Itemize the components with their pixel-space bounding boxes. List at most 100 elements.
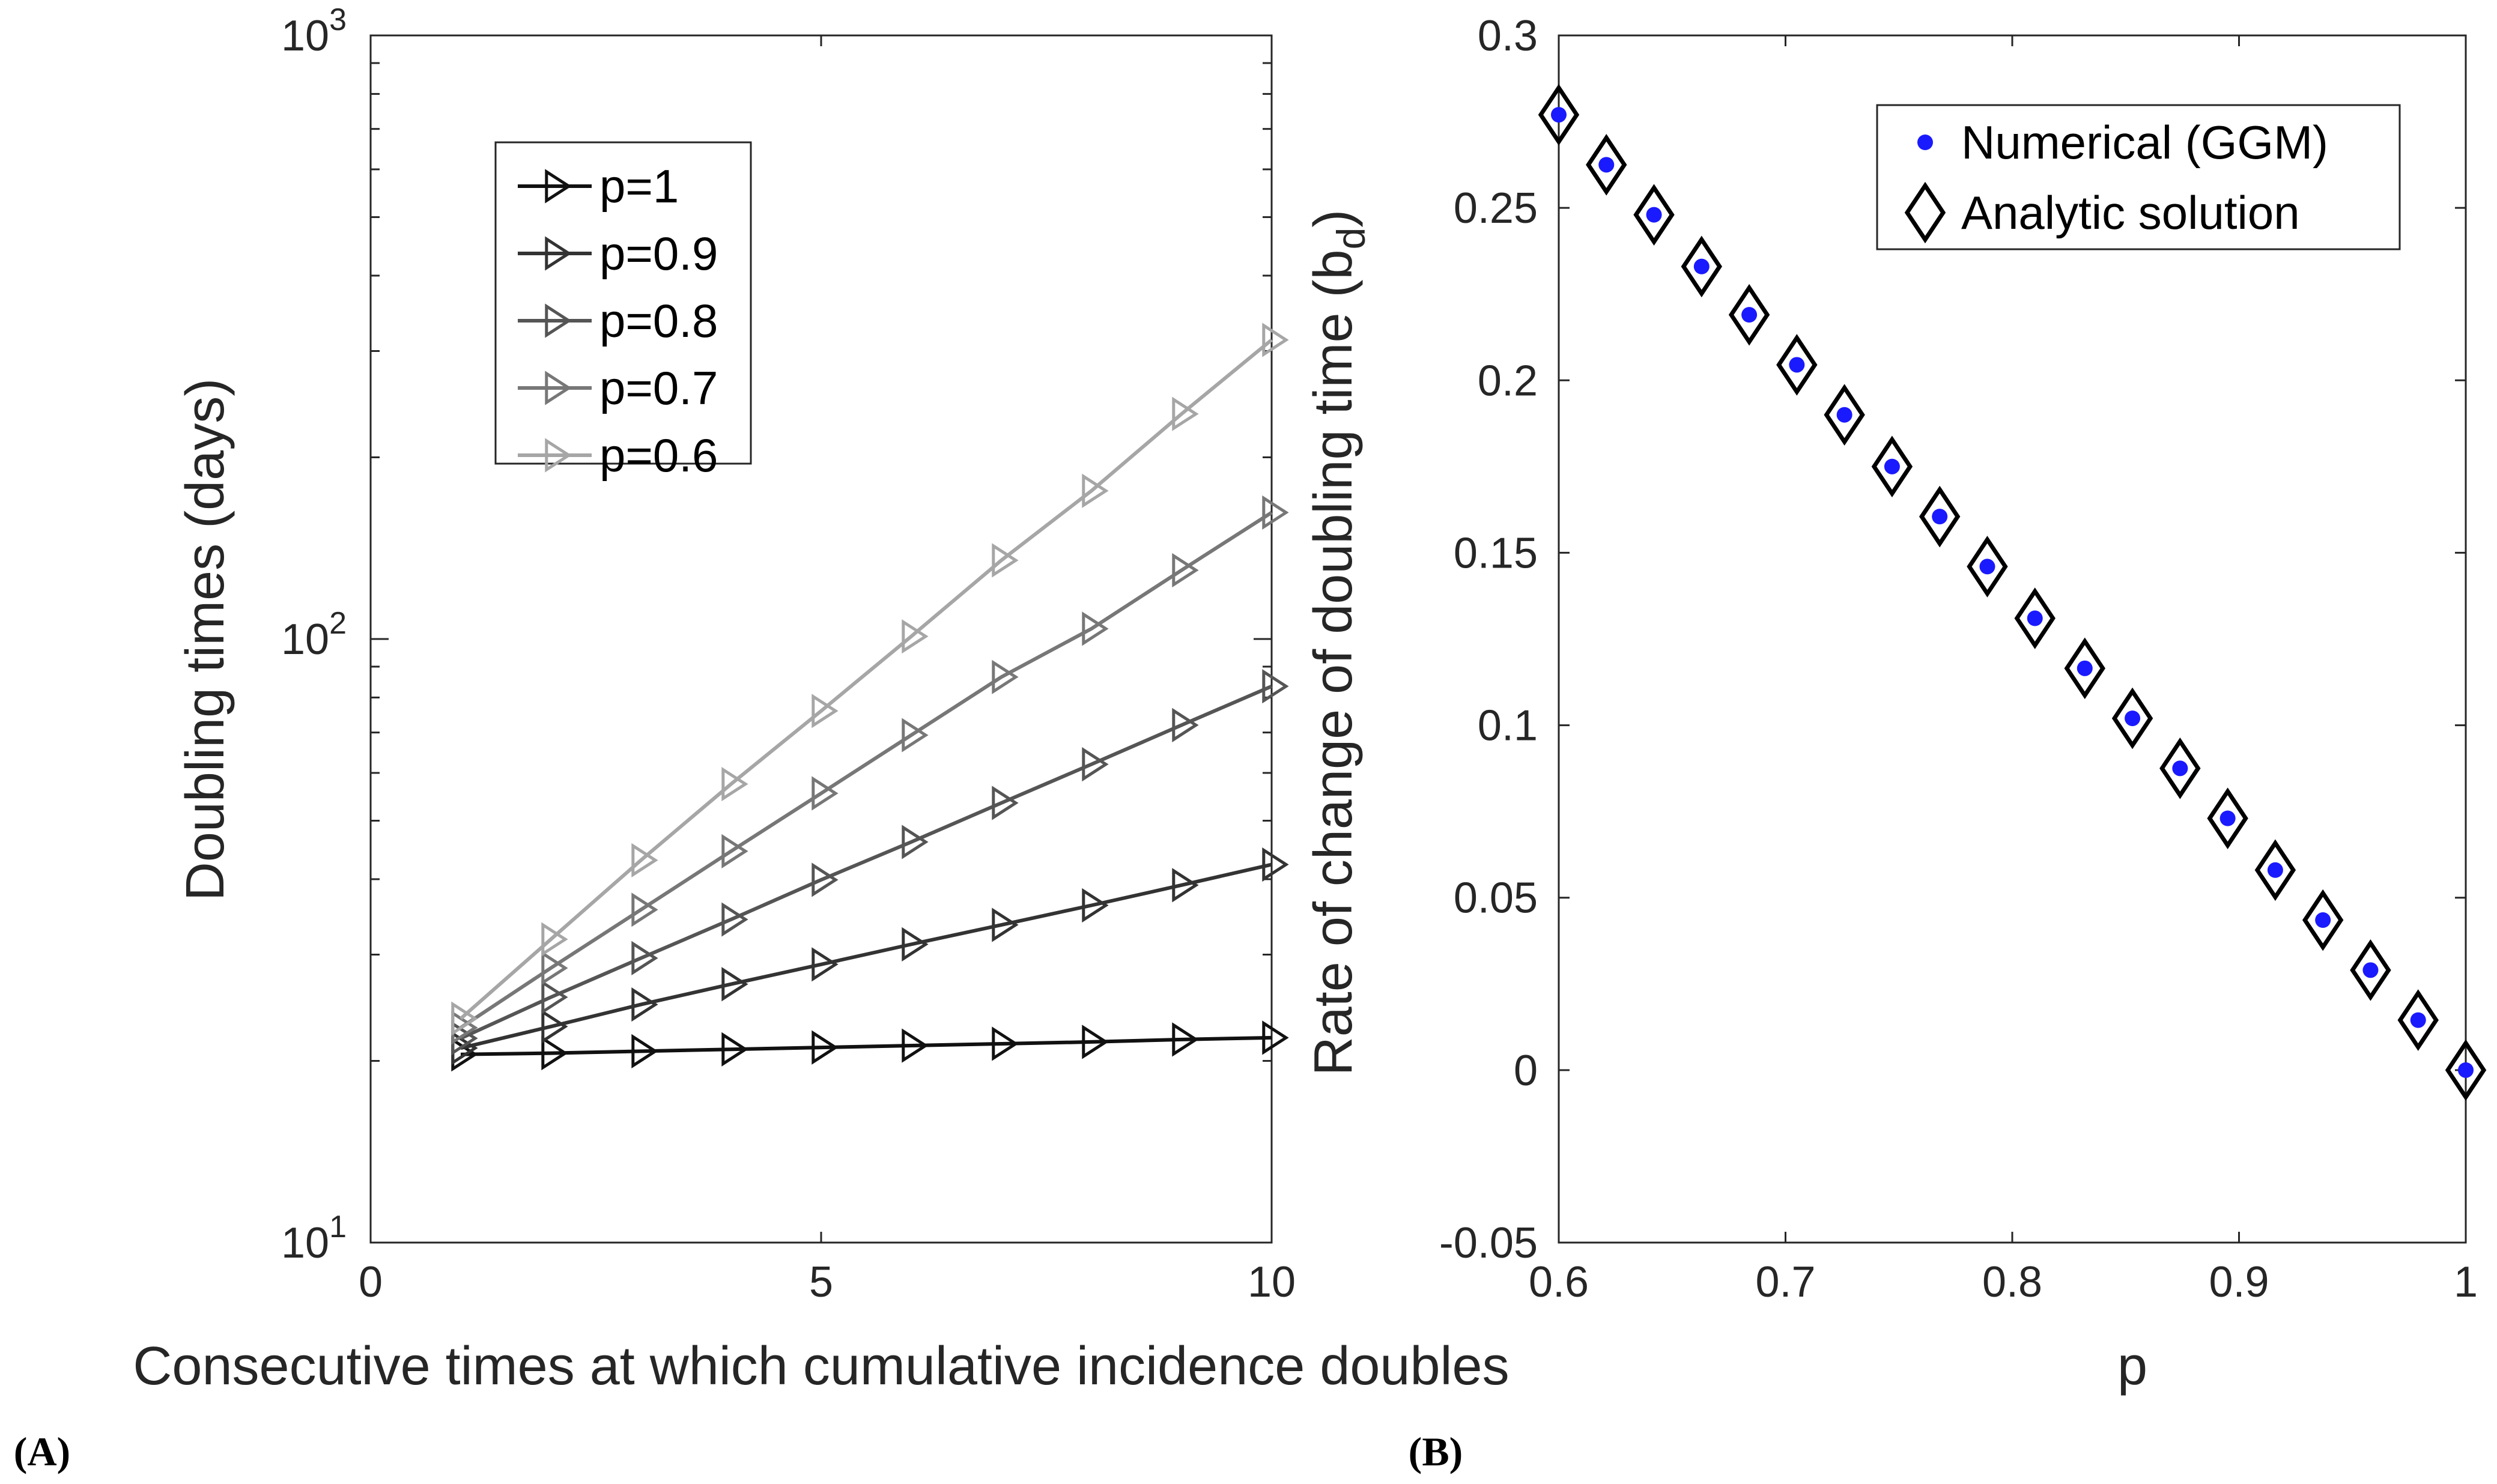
panel-a-y-tick-base: 10 xyxy=(281,616,329,664)
panel-a-triangle-marker xyxy=(631,1034,658,1068)
panel-a-triangle-marker xyxy=(1172,553,1199,588)
panel-b-numerical-dot xyxy=(2458,1062,2474,1078)
panel-b-y-tick-label: 0 xyxy=(1514,1047,1538,1095)
panel-b-x-tick-label: 1 xyxy=(2454,1258,2478,1306)
panel-a-triangle-marker xyxy=(812,694,839,728)
panel-b-legend-diamond xyxy=(1904,181,1946,244)
panel-b-y-ticks: -0.05 0 0.05 0.1 0.15 0.2 0.25 0.3 xyxy=(1439,12,2466,1267)
panel-b-analytic-diamond xyxy=(2064,637,2106,700)
panel-a-triangle-marker xyxy=(541,951,568,986)
panel-b-analytic-diamond xyxy=(1919,485,1961,548)
panel-b-x-tick-label: 0.9 xyxy=(2209,1258,2269,1306)
panel-a-y-tick-exponent: 2 xyxy=(329,606,347,641)
panel-b-y-tick-label: 0.25 xyxy=(1454,184,1538,232)
panel-b-numerical-dot xyxy=(1884,458,1900,474)
panel-a-triangle-marker xyxy=(1082,473,1109,508)
panel-b-analytic-diamond xyxy=(2350,939,2391,1001)
panel-b-y-tick-label: 0.2 xyxy=(1478,357,1538,405)
panel-a-x-tick-label: 0 xyxy=(359,1258,383,1306)
panel-a-triangle-marker xyxy=(902,1028,929,1063)
panel-b-x-axis-label: p xyxy=(2117,1336,2147,1396)
panel-b-analytic-diamond xyxy=(1967,536,2008,598)
panel-a-triangle-marker xyxy=(992,659,1019,694)
panel-b-x-tick-label: 0.7 xyxy=(1755,1258,1815,1306)
panel-a-y-tick-base: 10 xyxy=(281,1219,329,1267)
panel-b-numerical-dot xyxy=(1551,107,1567,123)
panel-b-analytic-diamond xyxy=(2159,737,2201,799)
panel-b-analytic-diamond xyxy=(2207,787,2248,849)
panel-b-numerical-dot xyxy=(2027,610,2043,626)
panel-b-x-tick-label: 0.8 xyxy=(1982,1258,2042,1306)
panel-a-triangle-marker xyxy=(812,1030,839,1065)
panel-a-triangle-marker xyxy=(902,927,929,962)
panel-a-triangle-marker xyxy=(721,902,748,937)
panel-a-triangle-marker xyxy=(631,940,658,975)
panel-a-triangle-marker xyxy=(1082,1025,1109,1059)
panel-b-legend-label: Numerical (GGM) xyxy=(1961,116,2328,169)
panel-a-legend-marker xyxy=(545,169,572,204)
panel-a-triangle-marker xyxy=(1262,847,1289,882)
panel-a-triangle-marker xyxy=(1082,747,1109,782)
panel-a-triangle-marker xyxy=(1172,707,1199,742)
panel-a-triangle-marker xyxy=(1082,888,1109,923)
panel-b-numerical-dot xyxy=(1741,307,1758,323)
panel-b-numerical-dot xyxy=(2077,660,2093,676)
panel-a-triangle-marker xyxy=(721,834,748,868)
panel-b-analytic-diamond xyxy=(2302,889,2344,951)
panel-b-y-tick-label: -0.05 xyxy=(1439,1219,1538,1267)
panel-a-triangle-marker xyxy=(721,967,748,1002)
panel-a-triangle-marker xyxy=(631,892,658,927)
panel-a-triangle-marker xyxy=(721,766,748,802)
panel-b-chart: 0.6 0.7 0.8 0.9 1 -0.0500.050.10.150.20.250.… xyxy=(1303,12,2487,1474)
panel-a-triangle-marker xyxy=(992,543,1019,578)
panel-b-numerical-dot xyxy=(2362,962,2379,978)
panel-b-analytic-diamond xyxy=(2014,587,2056,649)
panel-b-numerical-dot xyxy=(2172,760,2188,777)
panel-a-legend-marker xyxy=(545,438,572,473)
panel-b-numerical-dot xyxy=(1598,157,1615,173)
panel-a-triangle-marker xyxy=(992,1026,1019,1061)
panel-b-y-tick-label: 0.3 xyxy=(1478,12,1538,60)
panel-a-label: (A) xyxy=(14,1429,70,1474)
panel-b-numerical-dot xyxy=(2410,1012,2426,1028)
panel-b-analytic-diamond xyxy=(1538,83,1580,146)
panel-a-legend-label: p=0.7 xyxy=(599,362,718,414)
panel-a-y-tick-exponent: 1 xyxy=(329,1210,347,1244)
panel-a-triangle-marker xyxy=(541,922,568,957)
panel-b-analytic-diamond xyxy=(1586,134,1627,196)
panel-a-triangle-marker xyxy=(631,987,658,1022)
panel-b-y-tick-label: 0.05 xyxy=(1454,874,1538,922)
panel-a-y-axis-label: Doubling times (days) xyxy=(175,378,235,901)
panel-a-x-axis-label: Consecutive times at which cumulative in… xyxy=(133,1336,1509,1396)
panel-b-label: (B) xyxy=(1409,1429,1463,1474)
panel-b-series xyxy=(1538,83,2487,1101)
panel-a-triangle-marker xyxy=(1172,1022,1199,1057)
panel-a-x-tick-label: 10 xyxy=(1248,1258,1296,1306)
panel-b-numerical-dot xyxy=(1932,509,1948,525)
panel-a-legend-box xyxy=(494,141,752,465)
panel-a-legend-marker xyxy=(545,303,572,338)
panel-b-numerical-dot xyxy=(1789,357,1805,373)
panel-b-y-axis-label-subscript: d xyxy=(1329,228,1373,250)
panel-a-triangle-marker xyxy=(721,1032,748,1067)
panel-b-legend-label: Analytic solution xyxy=(1961,186,2300,239)
panel-a-legend-label: p=0.8 xyxy=(599,294,718,347)
panel-a-triangle-marker xyxy=(1172,868,1199,903)
panel-b-analytic-diamond xyxy=(2254,839,2296,901)
panel-a-series xyxy=(451,323,1289,1072)
panel-a-series-line xyxy=(460,1035,1272,1056)
panel-a-triangle-marker xyxy=(992,786,1019,820)
panel-b-analytic-diamond xyxy=(1728,283,1770,346)
panel-b-numerical-dot xyxy=(1836,407,1852,423)
panel-b-analytic-diamond xyxy=(1633,184,1675,246)
panel-a-triangle-marker xyxy=(1262,495,1289,530)
panel-a-legend-marker xyxy=(545,236,572,271)
panel-a-series-line xyxy=(460,510,1273,1029)
panel-a-x-ticks: 0 5 10 xyxy=(359,35,1296,1306)
panel-b-analytic-diamond xyxy=(1776,334,1818,396)
panel-b-legend-dot xyxy=(1917,135,1933,150)
panel-b-numerical-dot xyxy=(2125,710,2141,727)
